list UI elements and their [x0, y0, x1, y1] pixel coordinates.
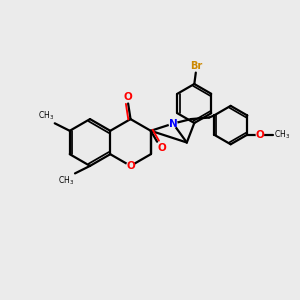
- Text: O: O: [126, 161, 135, 171]
- Circle shape: [256, 131, 263, 138]
- Text: O: O: [124, 92, 133, 102]
- Text: CH$_3$: CH$_3$: [38, 110, 54, 122]
- Text: O: O: [158, 143, 167, 153]
- Text: O: O: [256, 130, 264, 140]
- Circle shape: [169, 120, 177, 128]
- Text: CH$_3$: CH$_3$: [58, 174, 74, 187]
- Text: Br: Br: [190, 61, 203, 71]
- Text: CH$_3$: CH$_3$: [274, 128, 290, 141]
- Text: N: N: [169, 118, 177, 129]
- Circle shape: [127, 162, 134, 170]
